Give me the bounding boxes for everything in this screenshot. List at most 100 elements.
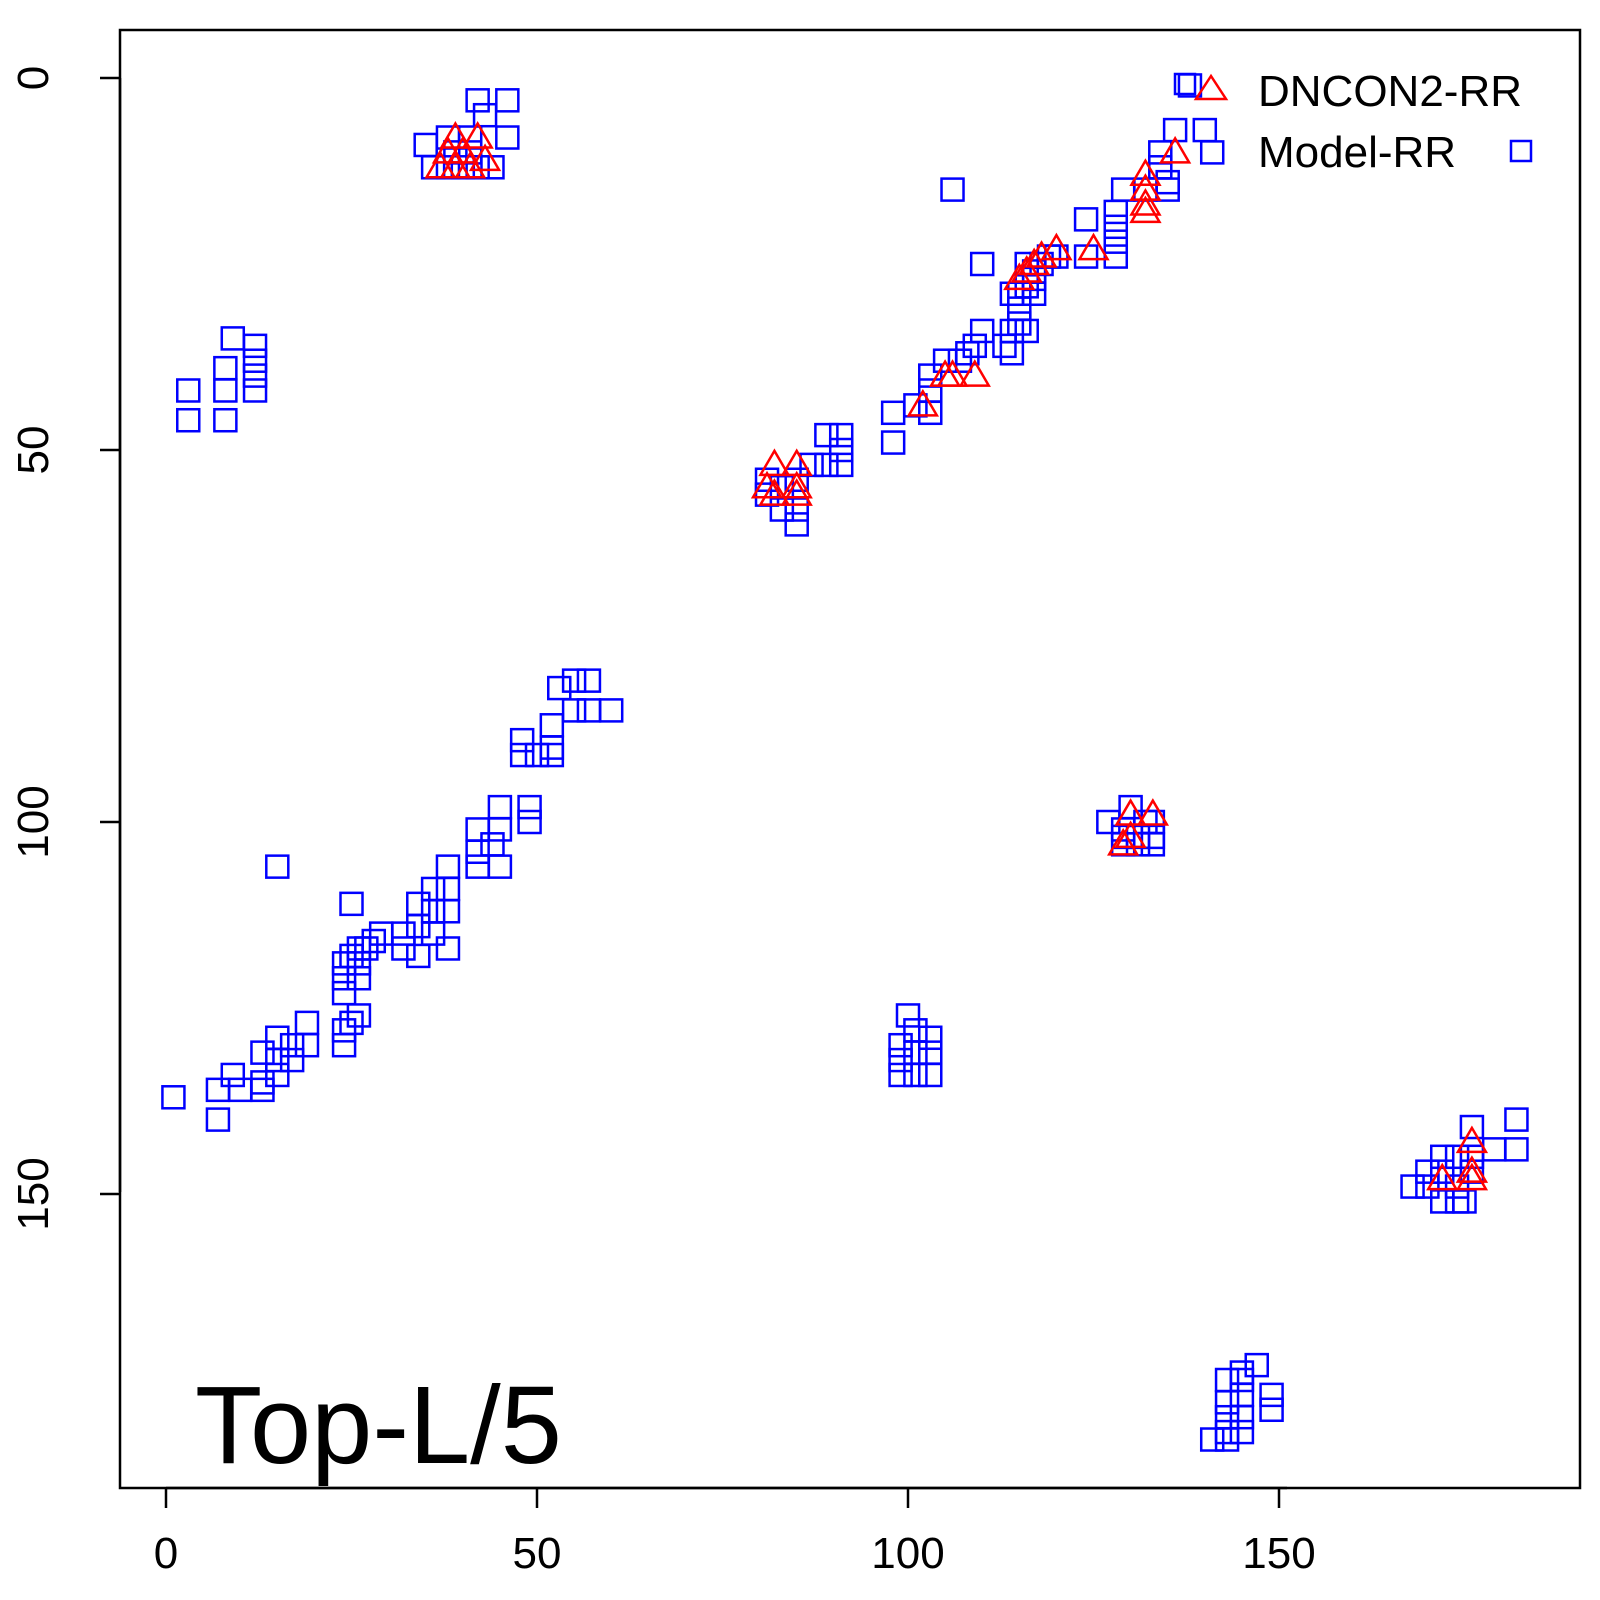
model-rr-point	[354, 936, 379, 961]
model-rr-point	[339, 943, 364, 969]
model-rr-point	[1504, 1107, 1529, 1132]
dncon2-rr-point	[1077, 232, 1110, 261]
model-rr-point	[1096, 809, 1121, 835]
dncon2-rr-point	[928, 359, 962, 387]
model-rr-point	[465, 854, 490, 879]
model-rr-point	[465, 839, 490, 865]
model-rr-point	[213, 355, 238, 381]
model-rr-point	[265, 1047, 290, 1073]
model-rr-point	[754, 467, 780, 493]
dncon2-rr-point	[1010, 254, 1043, 283]
model-rr-point	[495, 125, 520, 150]
plot-frame	[118, 28, 1582, 1490]
model-rr-point	[784, 467, 809, 493]
x-tick-label: 150	[1242, 1529, 1315, 1578]
model-rr-point	[279, 1032, 305, 1058]
model-rr-point	[420, 899, 446, 924]
model-rr-point	[391, 921, 416, 946]
dncon2-rr-point	[750, 470, 784, 499]
model-rr-point	[918, 1025, 943, 1051]
model-rr-point	[1155, 169, 1180, 195]
model-rr-point	[331, 965, 357, 991]
model-rr-point	[227, 1077, 253, 1103]
model-rr-point	[1140, 824, 1166, 850]
model-rr-point	[346, 1003, 372, 1028]
model-rr-point	[999, 341, 1025, 366]
model-rr-point	[361, 928, 387, 954]
model-rr-point	[999, 281, 1025, 307]
model-rr-point	[1214, 1419, 1240, 1445]
model-rr-point	[435, 899, 461, 924]
model-rr-point	[1452, 1189, 1477, 1214]
model-rr-point	[250, 1077, 275, 1103]
x-tick-label: 100	[871, 1529, 944, 1578]
model-rr-point	[1244, 1352, 1269, 1378]
legend-marker-model-square	[1173, 72, 1197, 96]
model-rr-point	[368, 921, 394, 946]
dncon2-rr-point	[1455, 1155, 1489, 1183]
model-rr-point	[1415, 1174, 1440, 1199]
dncon2-rr-point	[1025, 240, 1058, 268]
model-rr-point	[161, 1085, 186, 1110]
model-rr-point	[176, 407, 201, 433]
model-rr-point	[1429, 1144, 1455, 1170]
model-rr-point	[435, 876, 461, 902]
model-rr-point	[888, 1062, 913, 1088]
model-rr-point	[413, 132, 438, 158]
model-rr-point	[205, 1107, 231, 1132]
model-rr-point	[1199, 140, 1225, 165]
model-rr-point	[598, 698, 624, 723]
model-rr-point	[769, 497, 795, 522]
dncon2-rr-point	[1040, 232, 1073, 261]
model-rr-point	[814, 452, 839, 478]
model-rr-point	[1103, 229, 1129, 254]
model-rr-point	[947, 348, 973, 373]
dncon2-rr-point	[1455, 1162, 1489, 1191]
model-rr-point	[1103, 214, 1129, 240]
model-rr-point	[509, 727, 535, 753]
model-rr-point	[539, 713, 565, 738]
model-rr-point	[561, 668, 587, 693]
dncon2-rr-point	[1003, 262, 1036, 291]
model-rr-point	[888, 1032, 913, 1058]
model-rr-point	[828, 452, 854, 478]
model-rr-point	[346, 965, 372, 991]
model-rr-point	[1259, 1397, 1284, 1423]
dncon2-rr-point	[906, 388, 940, 417]
model-rr-point	[1014, 318, 1039, 344]
legend: DNCON2-RR Model-RR	[1173, 67, 1533, 177]
model-rr-point	[509, 742, 535, 768]
dncon2-rr-point	[461, 121, 494, 149]
model-rr-point	[1481, 1137, 1507, 1162]
model-rr-point	[250, 1040, 275, 1065]
model-rr-point	[495, 88, 520, 113]
model-rr-point	[406, 913, 431, 939]
y-tick-label: 150	[9, 1157, 58, 1230]
model-rr-point	[932, 348, 958, 373]
dncon2-rr-point	[1158, 135, 1192, 164]
model-rr-point	[265, 1025, 290, 1051]
model-rr-point	[814, 422, 839, 448]
model-rr-point	[1103, 199, 1129, 225]
model-rr-point	[250, 1070, 275, 1095]
model-rr-point	[1007, 311, 1032, 336]
model-rr-point	[1259, 1382, 1284, 1408]
model-rr-point	[1444, 1144, 1470, 1170]
model-rr-point	[487, 817, 513, 842]
model-rr-point	[465, 88, 490, 113]
y-axis: 0 50 100 150	[9, 66, 122, 1231]
model-rr-point	[576, 698, 602, 723]
model-rr-point	[539, 735, 565, 760]
dncon2-rr-point	[758, 448, 791, 477]
x-axis: 0 50 100 150	[154, 1486, 1316, 1578]
dncon2-rr-point	[1129, 195, 1162, 224]
model-rr-point	[1214, 1390, 1240, 1415]
model-rr-point	[1155, 177, 1180, 202]
series-layer	[161, 73, 1529, 1452]
legend-entry-dncon2-rr: DNCON2-RR	[1173, 67, 1522, 116]
model-rr-point	[406, 943, 431, 969]
model-rr-point	[346, 951, 372, 976]
model-rr-point	[517, 809, 542, 835]
model-rr-point	[1021, 281, 1047, 307]
